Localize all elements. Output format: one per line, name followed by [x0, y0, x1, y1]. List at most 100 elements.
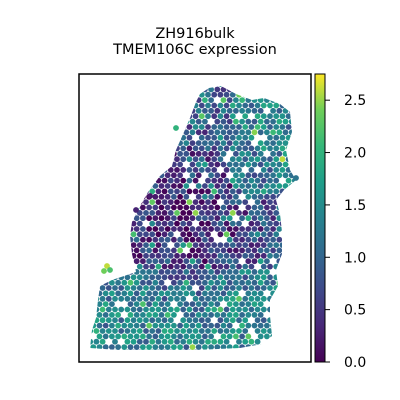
spot — [221, 151, 227, 157]
spot — [118, 210, 124, 216]
spot — [221, 87, 227, 93]
spot — [218, 178, 224, 184]
spot — [128, 87, 134, 93]
spot — [190, 280, 196, 286]
spot — [267, 221, 273, 227]
spot — [103, 162, 109, 168]
spot — [205, 189, 211, 195]
spot — [214, 162, 220, 168]
spot — [267, 113, 273, 119]
spot — [276, 248, 282, 254]
spot — [292, 296, 298, 302]
spot — [143, 242, 149, 248]
spot — [143, 189, 149, 195]
spot — [168, 210, 174, 216]
spot — [230, 103, 236, 109]
spot — [159, 172, 165, 178]
spot — [261, 189, 267, 195]
spot — [292, 339, 298, 345]
spot — [137, 103, 143, 109]
spot — [280, 307, 286, 313]
spot — [84, 269, 90, 275]
spot — [140, 312, 146, 318]
spot — [214, 291, 220, 297]
spot — [224, 328, 230, 334]
spot — [128, 334, 134, 340]
spot — [84, 140, 90, 146]
spot — [202, 151, 208, 157]
spot — [233, 334, 239, 340]
spot — [143, 103, 149, 109]
spot — [245, 248, 251, 254]
spot — [100, 221, 106, 227]
spot — [180, 296, 186, 302]
spot — [208, 248, 214, 254]
spot — [165, 129, 171, 135]
spot — [131, 103, 137, 109]
spot — [286, 189, 292, 195]
spot — [276, 151, 282, 157]
spot — [211, 199, 217, 205]
spot — [211, 81, 217, 87]
spot — [134, 237, 140, 243]
spot — [109, 183, 115, 189]
spot — [140, 119, 146, 125]
spot — [205, 274, 211, 280]
spot — [174, 146, 180, 152]
spot — [258, 129, 264, 135]
spot — [280, 317, 286, 323]
spot — [81, 296, 87, 302]
spot — [245, 119, 251, 125]
spot — [171, 183, 177, 189]
spot — [193, 339, 199, 345]
spot — [267, 307, 273, 313]
spot — [159, 269, 165, 275]
spot — [162, 253, 168, 259]
spot — [81, 135, 87, 141]
spot — [230, 146, 236, 152]
spot — [211, 103, 217, 109]
spot — [276, 172, 282, 178]
spot — [137, 264, 143, 270]
spot — [245, 258, 251, 264]
spot — [156, 242, 162, 248]
spot — [103, 215, 109, 221]
spot — [168, 178, 174, 184]
spot — [233, 97, 239, 103]
spot — [112, 135, 118, 141]
spot — [261, 146, 267, 152]
spot — [174, 307, 180, 313]
spot — [289, 312, 295, 318]
spot — [245, 194, 251, 200]
spot — [165, 323, 171, 329]
spot — [193, 199, 199, 205]
spot — [168, 350, 174, 356]
spot — [252, 108, 258, 114]
spot — [230, 199, 236, 205]
spot — [174, 210, 180, 216]
spot — [115, 97, 121, 103]
spot — [227, 334, 233, 340]
spot — [183, 97, 189, 103]
spot — [187, 253, 193, 259]
spot — [270, 215, 276, 221]
spot — [162, 92, 168, 98]
spot — [162, 296, 168, 302]
spot — [112, 103, 118, 109]
spot — [125, 156, 131, 162]
spot — [295, 269, 301, 275]
spot — [289, 323, 295, 329]
spot — [199, 135, 205, 141]
spot — [134, 172, 140, 178]
spot — [289, 334, 295, 340]
spot — [267, 92, 273, 98]
spot — [286, 167, 292, 173]
spot — [125, 124, 131, 130]
spot — [180, 307, 186, 313]
spot — [286, 307, 292, 313]
spot — [187, 124, 193, 130]
spot — [140, 344, 146, 350]
spot — [100, 146, 106, 152]
spot — [183, 215, 189, 221]
spot — [283, 237, 289, 243]
